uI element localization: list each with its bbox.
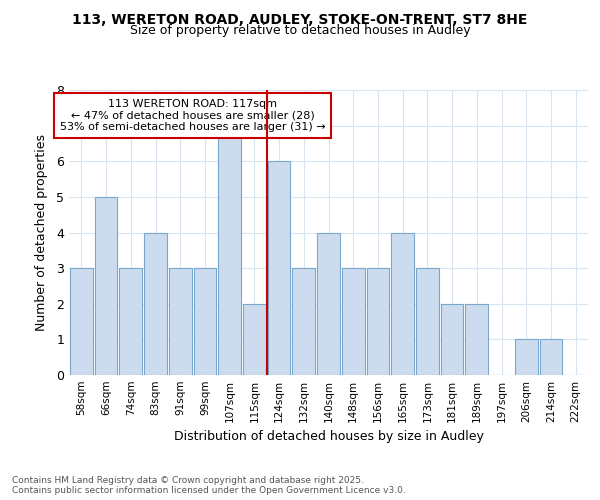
Bar [243, 304, 266, 375]
Bar [515, 340, 538, 375]
X-axis label: Distribution of detached houses by size in Audley: Distribution of detached houses by size … [173, 430, 484, 444]
Bar [342, 268, 365, 375]
Bar [466, 304, 488, 375]
Bar [218, 126, 241, 375]
Bar [194, 268, 216, 375]
Text: 113 WERETON ROAD: 117sqm
← 47% of detached houses are smaller (28)
53% of semi-d: 113 WERETON ROAD: 117sqm ← 47% of detach… [60, 99, 325, 132]
Bar [416, 268, 439, 375]
Bar [70, 268, 93, 375]
Bar [169, 268, 191, 375]
Bar [95, 197, 118, 375]
Text: 113, WERETON ROAD, AUDLEY, STOKE-ON-TRENT, ST7 8HE: 113, WERETON ROAD, AUDLEY, STOKE-ON-TREN… [73, 12, 527, 26]
Bar [317, 232, 340, 375]
Bar [268, 161, 290, 375]
Bar [119, 268, 142, 375]
Y-axis label: Number of detached properties: Number of detached properties [35, 134, 48, 331]
Text: Contains HM Land Registry data © Crown copyright and database right 2025.
Contai: Contains HM Land Registry data © Crown c… [12, 476, 406, 495]
Bar [441, 304, 463, 375]
Bar [391, 232, 414, 375]
Bar [144, 232, 167, 375]
Bar [292, 268, 315, 375]
Bar [367, 268, 389, 375]
Bar [539, 340, 562, 375]
Text: Size of property relative to detached houses in Audley: Size of property relative to detached ho… [130, 24, 470, 37]
